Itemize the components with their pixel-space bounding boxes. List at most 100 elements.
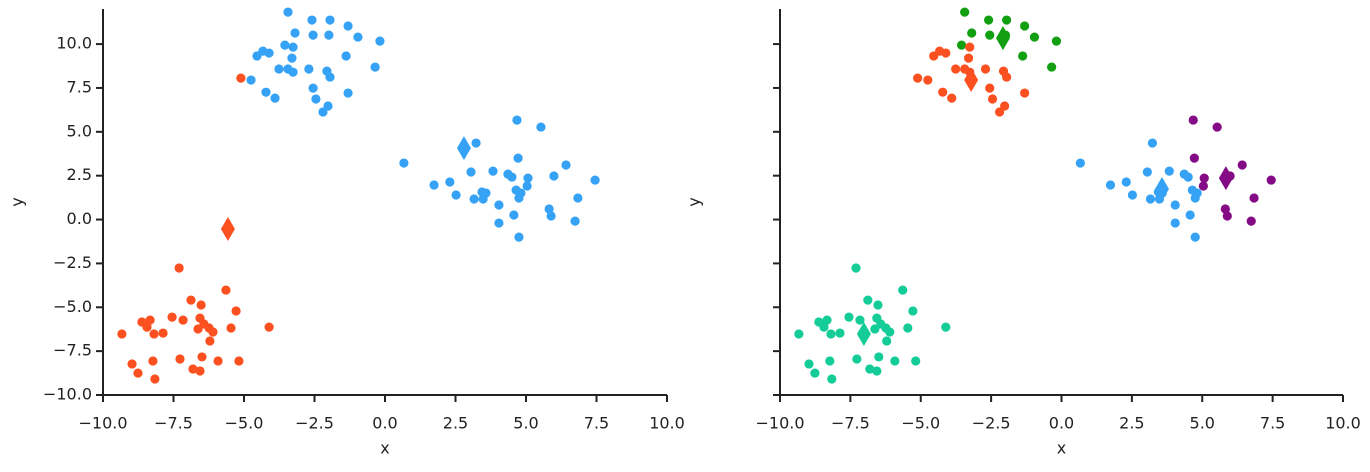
point	[150, 374, 160, 384]
point	[835, 328, 845, 338]
point	[353, 32, 363, 42]
centroid	[995, 26, 1010, 51]
point	[874, 352, 884, 362]
point	[1190, 232, 1200, 242]
point	[1105, 180, 1116, 190]
point	[283, 7, 293, 17]
x-axis-label: x	[1057, 439, 1066, 458]
x-tick-label: 0.0	[372, 414, 397, 433]
point	[1266, 175, 1276, 185]
centroid	[1218, 166, 1233, 191]
x-axis-label: x	[380, 439, 389, 458]
point	[1185, 210, 1195, 220]
point	[274, 64, 284, 74]
point	[1198, 181, 1208, 191]
point	[158, 328, 168, 338]
point	[1170, 200, 1180, 210]
point	[1212, 122, 1222, 132]
point	[985, 30, 995, 40]
point	[951, 64, 961, 74]
x-tick-label: 5.0	[513, 414, 538, 433]
point	[288, 42, 298, 52]
point	[980, 64, 991, 74]
point	[1020, 88, 1030, 98]
point	[264, 322, 274, 332]
point	[865, 364, 875, 374]
point	[1220, 204, 1230, 214]
point	[324, 30, 334, 40]
point	[573, 193, 583, 203]
point	[870, 324, 880, 334]
point	[142, 322, 152, 332]
x-tick-label: 2.5	[1119, 414, 1144, 433]
point	[343, 88, 353, 98]
x-tick-label: −10.0	[78, 414, 127, 433]
point	[852, 354, 862, 364]
point	[570, 216, 580, 226]
point	[960, 7, 970, 17]
point	[264, 48, 274, 58]
point	[311, 94, 321, 104]
x-tick-label: 2.5	[443, 414, 468, 433]
point	[956, 40, 967, 50]
point	[193, 324, 203, 334]
point	[1170, 218, 1180, 228]
point	[810, 368, 820, 378]
point	[167, 312, 177, 322]
point	[280, 40, 290, 50]
point	[941, 322, 951, 332]
centroid	[220, 217, 235, 242]
point	[911, 356, 921, 366]
point	[507, 172, 517, 182]
point	[1199, 173, 1209, 183]
point	[913, 73, 923, 83]
point	[252, 51, 262, 61]
point	[827, 374, 837, 384]
point	[325, 15, 335, 25]
point	[872, 366, 882, 376]
point	[509, 210, 519, 220]
point	[1190, 193, 1200, 203]
x-tick-label: 7.5	[1260, 414, 1285, 433]
point	[844, 312, 854, 322]
point	[117, 329, 127, 339]
point	[1029, 32, 1040, 42]
point	[221, 285, 231, 295]
point	[908, 306, 918, 316]
point	[145, 315, 155, 325]
point	[175, 354, 185, 364]
point	[205, 336, 215, 346]
point	[863, 295, 873, 305]
point	[186, 295, 196, 305]
point	[494, 200, 504, 210]
point	[318, 107, 328, 117]
x-tick-label: 10.0	[649, 414, 685, 433]
point	[234, 356, 244, 366]
point	[270, 93, 280, 103]
x-tick-label: −7.5	[831, 414, 870, 433]
point	[947, 93, 957, 103]
y-axis-label: y	[685, 197, 704, 206]
point	[231, 306, 241, 316]
point	[1002, 72, 1012, 82]
point	[325, 72, 335, 82]
point	[469, 194, 479, 204]
point	[826, 329, 836, 339]
point	[195, 366, 205, 376]
point	[885, 327, 895, 337]
point	[307, 15, 317, 25]
point	[903, 323, 913, 333]
point	[967, 28, 977, 38]
point	[370, 62, 380, 72]
point	[882, 336, 892, 346]
point	[174, 263, 184, 273]
point	[1183, 172, 1193, 182]
point	[494, 218, 504, 228]
point	[873, 300, 883, 310]
point	[375, 36, 385, 46]
point	[825, 356, 835, 366]
centroid	[1154, 177, 1169, 202]
point	[819, 322, 829, 332]
point	[178, 315, 188, 325]
x-tick-label: −10.0	[755, 414, 804, 433]
